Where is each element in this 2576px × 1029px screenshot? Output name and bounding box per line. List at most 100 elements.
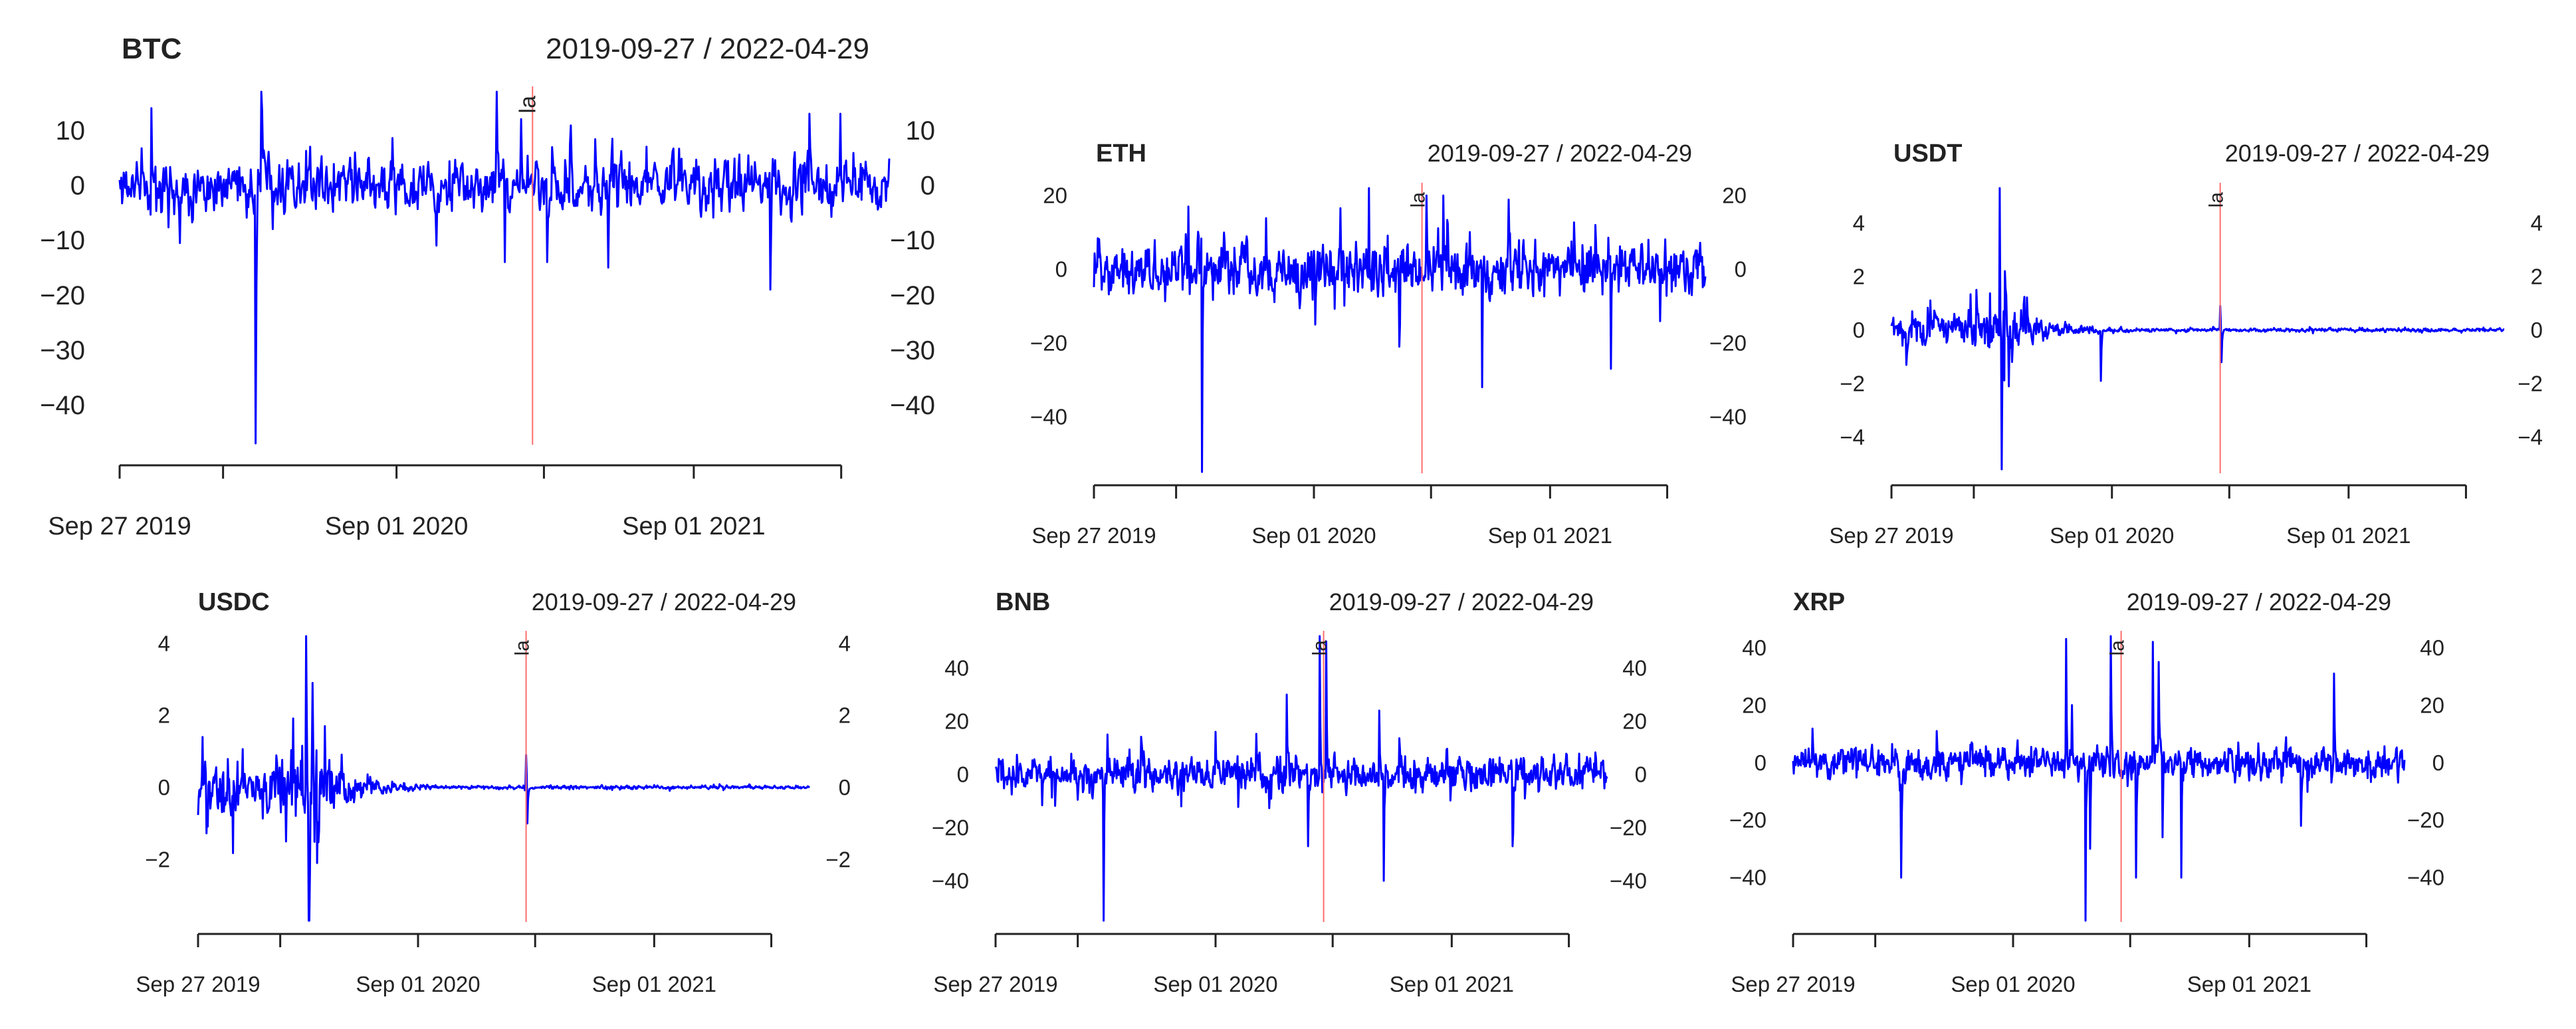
y-tick-label-right: −2	[2518, 372, 2543, 396]
y-tick-label-right: −40	[1610, 869, 1647, 893]
y-tick-label-left: 0	[1853, 318, 1865, 342]
y-tick-label-left: 0	[957, 762, 969, 787]
y-tick-label-right: 20	[1722, 183, 1747, 208]
x-tick-label: Sep 27 2019	[933, 972, 1057, 996]
series-line-eth	[1093, 187, 1707, 473]
y-tick-label-right: 10	[906, 116, 936, 146]
y-tick-label-left: −40	[1729, 865, 1767, 890]
x-tick-label: Sep 27 2019	[1829, 523, 1953, 548]
panel-title: USDC	[198, 588, 270, 616]
y-tick-label-right: 0	[2432, 750, 2444, 775]
series-line-btc	[118, 90, 891, 445]
event-label: la	[1309, 640, 1331, 656]
y-tick-label-left: −30	[40, 336, 85, 365]
y-tick-label-right: 20	[1622, 709, 1647, 734]
y-tick-label-left: 2	[1853, 264, 1865, 288]
x-tick-label: Sep 27 2019	[1731, 972, 1855, 996]
y-tick-label-right: 4	[839, 631, 851, 655]
panel-title: XRP	[1793, 588, 1845, 616]
y-tick-label-left: 4	[1853, 211, 1865, 235]
y-tick-label-left: −2	[1840, 372, 1865, 396]
series-line-bnb	[994, 635, 1608, 922]
y-tick-label-right: 0	[839, 775, 851, 800]
y-tick-label-left: 20	[1043, 183, 1067, 208]
x-tick-label: Sep 27 2019	[136, 972, 260, 996]
y-tick-label-left: −20	[1729, 808, 1767, 832]
event-label: la	[512, 640, 534, 656]
date-range-label: 2019-09-27 / 2022-04-29	[2127, 588, 2391, 616]
y-tick-label-right: −2	[825, 847, 851, 871]
y-tick-label-right: 4	[2531, 211, 2543, 235]
date-range-label: 2019-09-27 / 2022-04-29	[1428, 140, 1692, 167]
y-tick-label-left: −20	[40, 281, 85, 310]
event-label: la	[2206, 192, 2228, 208]
x-tick-label: Sep 01 2020	[2050, 523, 2174, 548]
date-range-label: 2019-09-27 / 2022-04-29	[2225, 140, 2490, 167]
panel-xrp: XRP 2019-09-27 / 2022-04-29 40 40 20 20 0 0 −20 −…	[1729, 588, 2444, 996]
event-label: la	[1408, 192, 1430, 208]
y-tick-label-right: 40	[1622, 656, 1647, 681]
x-tick-label: Sep 01 2020	[356, 972, 480, 996]
y-tick-label-left: 40	[1742, 635, 1767, 660]
event-label: la	[2107, 640, 2129, 656]
panel-title: BTC	[122, 33, 181, 65]
panel-eth: ETH 2019-09-27 / 2022-04-29 20 20 0 0 −20 −20 −4…	[1030, 140, 1747, 548]
date-range-label: 2019-09-27 / 2022-04-29	[546, 33, 869, 65]
y-tick-label-left: −40	[1030, 404, 1067, 429]
y-tick-label-left: 0	[1755, 750, 1767, 775]
y-tick-label-right: −20	[1610, 816, 1647, 840]
y-tick-label-right: 0	[920, 172, 935, 201]
y-tick-label-right: 2	[2531, 264, 2543, 288]
x-tick-label: Sep 01 2021	[1488, 523, 1612, 548]
y-tick-label-right: −30	[890, 336, 935, 365]
y-tick-label-right: −40	[890, 391, 935, 420]
y-tick-label-right: 0	[1635, 762, 1647, 787]
y-tick-label-right: −10	[890, 226, 935, 255]
y-tick-label-left: 0	[70, 172, 85, 201]
y-tick-label-left: 20	[1742, 693, 1767, 717]
y-tick-label-left: 40	[944, 656, 969, 681]
x-tick-label: Sep 01 2020	[1153, 972, 1277, 996]
date-range-label: 2019-09-27 / 2022-04-29	[1329, 588, 1594, 616]
x-tick-label: Sep 01 2021	[622, 513, 766, 540]
y-tick-label-left: −10	[40, 226, 85, 255]
y-tick-label-left: −40	[932, 869, 969, 893]
y-tick-label-left: 0	[158, 775, 170, 800]
x-tick-label: Sep 27 2019	[48, 513, 191, 540]
y-tick-label-right: 0	[1735, 257, 1747, 282]
date-range-label: 2019-09-27 / 2022-04-29	[532, 588, 796, 616]
y-tick-label-right: −4	[2518, 425, 2543, 449]
y-tick-label-right: −20	[890, 281, 935, 310]
x-tick-label: Sep 01 2021	[1390, 972, 1514, 996]
y-tick-label-right: −20	[1709, 330, 1747, 355]
series-line-usdt	[1890, 187, 2505, 471]
x-tick-label: Sep 01 2020	[1951, 972, 2075, 996]
y-tick-label-right: −40	[2407, 865, 2444, 890]
x-tick-label: Sep 01 2020	[325, 513, 469, 540]
panel-title: USDT	[1893, 140, 1962, 168]
y-tick-label-left: −4	[1840, 425, 1865, 449]
y-tick-label-left: −20	[932, 816, 969, 840]
y-tick-label-right: 20	[2420, 693, 2444, 717]
y-tick-label-right: 40	[2420, 635, 2444, 660]
series-line-usdc	[197, 635, 811, 922]
x-tick-label: Sep 01 2021	[2187, 972, 2311, 996]
panel-usdt: USDT 2019-09-27 / 2022-04-29 4 4 2 2 0 0 −2 −2 −4 −…	[1829, 140, 2543, 548]
x-tick-label: Sep 01 2021	[592, 972, 716, 996]
y-tick-label-left: −20	[1030, 330, 1067, 355]
y-tick-label-left: −40	[40, 391, 85, 420]
panel-title: ETH	[1096, 140, 1146, 168]
panel-bnb: BNB 2019-09-27 / 2022-04-29 40 40 20 20 0 0 −20 −…	[932, 588, 1647, 996]
series-line-xrp	[1792, 635, 2406, 922]
y-tick-label-left: 20	[944, 709, 969, 734]
y-tick-label-left: 4	[158, 631, 170, 655]
y-tick-label-left: 10	[56, 116, 86, 146]
x-tick-label: Sep 01 2021	[2286, 523, 2411, 548]
panel-btc: BTC 2019-09-27 / 2022-04-29 10 10 0 0 −10 −10 −2…	[40, 33, 935, 540]
x-tick-label: Sep 27 2019	[1031, 523, 1156, 548]
y-tick-label-right: −20	[2407, 808, 2444, 832]
panel-usdc: USDC 2019-09-27 / 2022-04-29 4 4 2 2 0 0 −2 −2 la S…	[136, 588, 851, 996]
y-tick-label-right: 2	[839, 703, 851, 728]
y-tick-label-left: 2	[158, 703, 170, 728]
